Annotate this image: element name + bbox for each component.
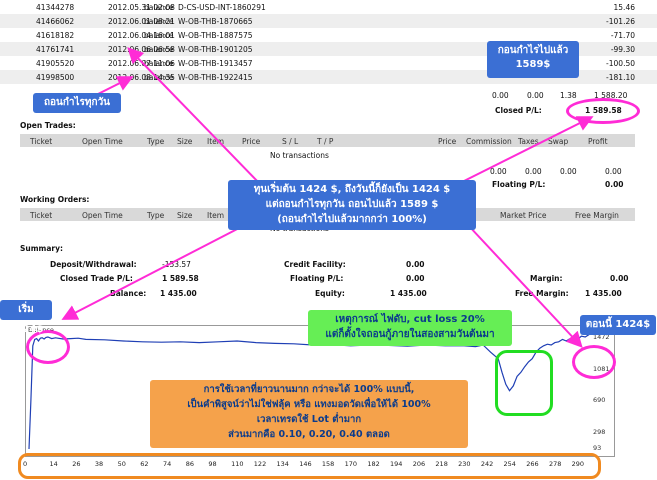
deal-comment: W-OB-THB-1913457: [178, 59, 253, 68]
open-trades-empty: No transactions: [270, 151, 329, 160]
open-trades-totals: 0.00 0.00 0.00 0.00: [490, 167, 622, 176]
deal-row: 41466062 2012.06.01 08:21 balance W-OB-THB-…: [0, 14, 657, 28]
deal-type: balance: [144, 3, 174, 12]
x-tick-label: 122: [253, 460, 267, 468]
x-tick-label: 170: [344, 460, 358, 468]
x-tick-label: 278: [548, 460, 562, 468]
open-trades-header: Ticket Open Time Type Size Item Price S …: [20, 134, 635, 147]
daily-profit-callout: ถอนกำไรทุกวัน: [33, 93, 121, 113]
deal-profit: -181.10: [606, 73, 635, 82]
x-tick-label: 182: [367, 460, 380, 468]
x-tick-label: 74: [163, 460, 172, 468]
now-oval: [572, 345, 616, 379]
x-tick-label: 134: [276, 460, 289, 468]
x-tick-label: 206: [412, 460, 426, 468]
deal-profit: -71.70: [610, 31, 635, 40]
deal-type: balance: [144, 17, 174, 26]
x-tick-label: 86: [185, 460, 194, 468]
x-tick-label: 290: [571, 460, 585, 468]
deal-ticket: 41761741: [36, 45, 75, 54]
x-tick-label: 38: [94, 460, 104, 468]
deal-profit: -101.26: [606, 17, 635, 26]
x-tick-label: 50: [117, 460, 126, 468]
x-tick-label: 194: [390, 460, 403, 468]
x-tick-label: 218: [435, 460, 448, 468]
deal-comment: W-OB-THB-1922415: [178, 73, 253, 82]
deal-type: balance: [144, 73, 174, 82]
deal-type: balance: [144, 31, 174, 40]
x-tick-label: 110: [231, 460, 244, 468]
deal-ticket: 41618182: [36, 31, 75, 40]
summary-row-2: Closed Trade P/L: 1 589.58 Floating P/L:…: [60, 274, 629, 283]
floating-pl-row: Floating P/L: 0.00: [492, 180, 624, 189]
deal-profit: 15.46: [613, 3, 635, 12]
deal-time: 2012.06.01 08:21: [108, 17, 175, 26]
start-oval: [26, 330, 70, 364]
x-tick-label: 242: [480, 460, 494, 468]
deal-time: 2012.06.04 16:01: [108, 31, 175, 40]
deal-ticket: 41466062: [36, 17, 75, 26]
deal-ticket: 41905520: [36, 59, 75, 68]
x-tick-label: 26: [72, 460, 81, 468]
x-tick-label: 254: [503, 460, 516, 468]
x-tick-label: 98: [208, 460, 217, 468]
deal-comment: D-CS-USD-INT-1860291: [178, 3, 266, 12]
profit-total-callout: กอนกำไรไปแล้ว 1589$: [487, 41, 579, 78]
deal-comment: W-OB-THB-1870665: [178, 17, 253, 26]
totals-row: 0.00 0.00 1.38 1 588.20: [492, 91, 628, 100]
deal-type: balance: [144, 59, 174, 68]
x-axis-highlight: [18, 453, 601, 479]
x-tick-label: 0: [23, 460, 28, 468]
x-tick-label: 158: [321, 460, 335, 468]
deal-row: 41344278 2012.05.31 02:08 balance D-CS-USD-…: [0, 0, 657, 14]
now-callout: ตอนนี้ 1424$: [580, 315, 656, 335]
deal-profit: -100.50: [606, 59, 635, 68]
y-tick-label: 93: [593, 444, 602, 452]
open-trades-title: Open Trades:: [20, 121, 76, 130]
x-tick-label: 146: [299, 460, 312, 468]
event-highlight: [495, 350, 553, 416]
center-callout: ทุนเริ่มต้น 1424 $, ถึงวันนี้ก็ยังเป็น 1…: [228, 180, 476, 230]
summary-title: Summary:: [20, 244, 64, 253]
summary-row-3: Balance: 1 435.00 Equity: 1 435.00 Free …: [110, 289, 622, 298]
working-orders-title: Working Orders:: [20, 195, 90, 204]
deal-type: balance: [144, 45, 174, 54]
summary-row-1: Deposit/Withdrawal: -153.57 Credit Facil…: [50, 260, 425, 269]
y-tick-label: 1472: [593, 333, 610, 342]
deal-comment: W-OB-THB-1901205: [178, 45, 253, 54]
deal-ticket: 41998500: [36, 73, 75, 82]
y-tick-label: 298: [593, 427, 606, 436]
x-tick-label: 230: [458, 460, 471, 468]
event-callout: เหตุการณ์ ไฟดับ, cut loss 20% แต่ก็ตั้งใ…: [308, 310, 512, 346]
x-tick-label: 62: [140, 460, 149, 468]
x-tick-label: 266: [526, 460, 539, 468]
closed-pl-label: Closed P/L:: [495, 106, 542, 115]
deal-time: 2012.05.31 02:08: [108, 3, 175, 12]
deal-profit: -99.30: [610, 45, 635, 54]
deal-comment: W-OB-THB-1887575: [178, 31, 253, 40]
deal-ticket: 41344278: [36, 3, 75, 12]
bottom-callout: การใช้เวลาที่ยาวนานมาก กว่าจะได้ 100% แบ…: [150, 380, 468, 448]
y-tick-label: 690: [593, 396, 606, 405]
x-tick-label: 14: [49, 460, 58, 468]
deal-row: 41618182 2012.06.04 16:01 balance W-OB-THB-…: [0, 28, 657, 42]
start-callout: เริ่ม 1424$: [0, 300, 52, 335]
closed-pl-oval: [566, 98, 640, 124]
deal-time: 2012.06.08 14:35: [108, 73, 175, 82]
